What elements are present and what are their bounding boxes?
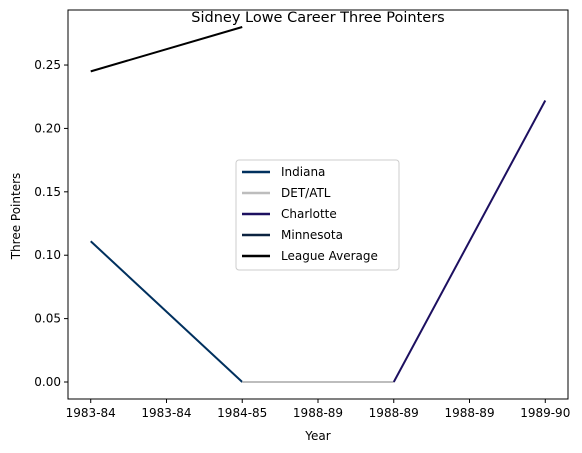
y-axis-label: Three Pointers xyxy=(9,173,23,261)
x-axis: 1983-84 1983-84 1984-85 1988-89 1988-89 1988-… xyxy=(66,399,570,420)
chart-title: Sidney Lowe Career Three Pointers xyxy=(191,10,444,26)
series-line-league-average xyxy=(90,26,243,73)
series-layer xyxy=(90,26,547,384)
legend-label-league-average: League Average xyxy=(281,249,378,263)
y-tick-label: 0.15 xyxy=(34,185,61,199)
legend: Indiana DET/ATL Charlotte Minnesota League A… xyxy=(235,159,400,271)
x-tick-label: 1983-84 xyxy=(141,406,191,420)
x-tick-label: 1984-85 xyxy=(217,406,267,420)
x-tick-label: 1988-89 xyxy=(444,406,494,420)
x-axis-label: Year xyxy=(304,429,330,443)
legend-label-charlotte: Charlotte xyxy=(281,207,337,221)
y-tick-label: 0.25 xyxy=(34,58,61,72)
series-line-indiana xyxy=(90,240,243,383)
y-axis: 0.00 0.05 0.10 0.15 0.20 0.25 xyxy=(34,58,68,389)
x-tick-label: 1983-84 xyxy=(66,406,116,420)
legend-label-det-atl: DET/ATL xyxy=(281,186,331,200)
y-tick-label: 0.05 xyxy=(34,312,61,326)
x-tick-label: 1988-89 xyxy=(369,406,419,420)
legend-box xyxy=(235,159,400,271)
y-tick-label: 0.10 xyxy=(34,248,61,262)
y-tick-label: 0.20 xyxy=(34,121,61,135)
legend-label-indiana: Indiana xyxy=(281,165,325,179)
series-line-charlotte xyxy=(392,100,547,383)
legend-label-minnesota: Minnesota xyxy=(281,228,343,242)
x-tick-label: 1988-89 xyxy=(293,406,343,420)
y-tick-label: 0.00 xyxy=(34,375,61,389)
x-tick-label: 1989-90 xyxy=(520,406,570,420)
